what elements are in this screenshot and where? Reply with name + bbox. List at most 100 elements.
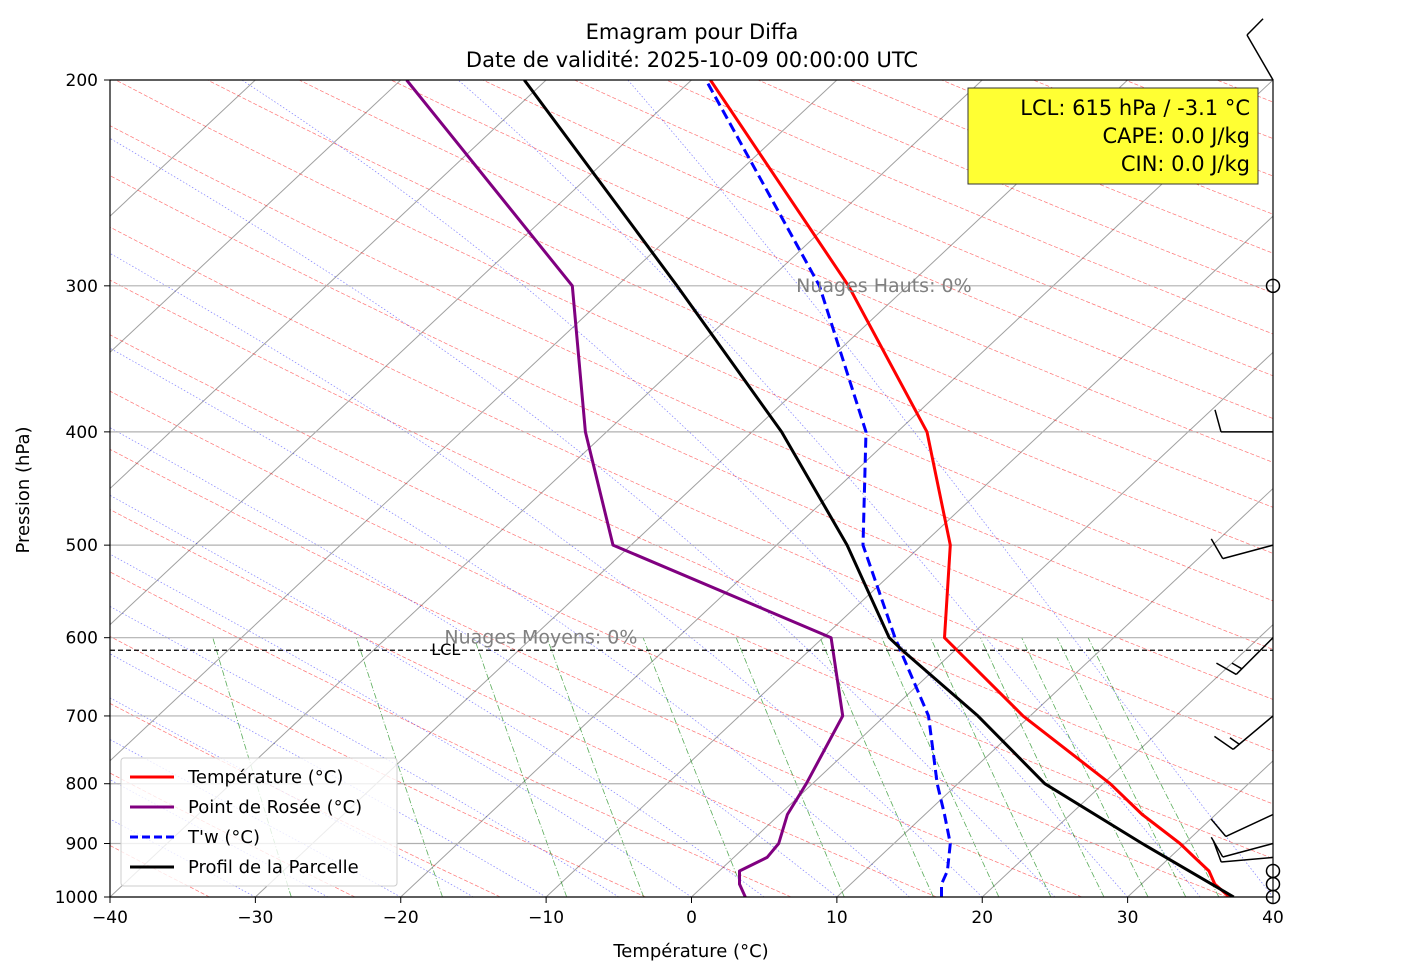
y-axis-label: Pression (hPa): [13, 426, 34, 553]
calm-wind-circle: [1265, 889, 1281, 905]
legend-temperature-label: Température (°C): [187, 767, 343, 788]
profile-series: [405, 80, 1235, 897]
moist-adiabat-line: [241, 80, 1128, 897]
isotherm-line: [691, 351, 1273, 897]
dewpoint-line: [405, 80, 845, 897]
y-tick-label: 1000: [55, 888, 98, 908]
y-tick-label: 600: [66, 629, 98, 649]
wind-barb-full: [1210, 538, 1224, 559]
isotherm-line: [110, 80, 402, 354]
legend-frame: [120, 757, 398, 887]
x-tick-label: 40: [1262, 908, 1284, 928]
mixing-ratio-line: [546, 637, 645, 897]
y-axis-ticks: 200 300 400 500 600 700 800 900 1000: [55, 71, 110, 908]
mixing-ratio-line: [1087, 637, 1220, 897]
wind-barb-staff: [1222, 842, 1274, 858]
dry-adiabat-line: [1033, 80, 1273, 177]
dry-adiabat-line: [1124, 80, 1273, 139]
dry-adiabat-line: [115, 80, 1273, 602]
cloud-mid-annotation: Nuages Moyens: 0%: [444, 627, 637, 649]
x-tick-label: 0: [686, 908, 697, 928]
y-tick-label: 700: [66, 707, 98, 727]
wind-barb-staff: [1246, 34, 1274, 81]
legend-parcel-label: Profil de la Parcelle: [188, 857, 359, 878]
isotherm-line: [110, 80, 547, 490]
y-tick-label: 300: [66, 277, 98, 297]
x-tick-label: 30: [1117, 908, 1139, 928]
isotherm-line: [545, 215, 1273, 897]
mixing-ratio-line: [735, 637, 845, 897]
legend-dewpoint-label: Point de Rosée (°C): [188, 797, 362, 818]
chart-title: Emagram pour Diffa: [586, 20, 799, 44]
y-tick-label: 500: [66, 536, 98, 556]
x-tick-label: −20: [383, 908, 419, 928]
isotherm-line: [255, 80, 1128, 897]
mixing-ratio-line: [930, 637, 1052, 897]
x-axis-ticks: −40 −30 −20 −10 0 10 20 30 40: [92, 897, 1284, 928]
isotherm-line: [981, 623, 1273, 897]
wind-barb-half: [1231, 662, 1243, 670]
wind-barb-full: [1210, 836, 1224, 858]
info-box: LCL: 615 hPa / -3.1 °C CAPE: 0.0 J/kg CI…: [967, 87, 1259, 185]
wind-barb-half: [1229, 737, 1240, 745]
x-tick-label: −30: [237, 908, 273, 928]
wind-barb-staff: [1225, 813, 1274, 838]
legend-wetbulb-label: T'w (°C): [187, 827, 260, 848]
moist-adiabat-line: [110, 137, 1056, 897]
wind-barb-full: [1246, 18, 1264, 36]
info-cin: CIN: 0.0 J/kg: [1121, 152, 1250, 176]
dry-adiabat-line: [574, 80, 1273, 377]
dry-adiabat-line: [110, 390, 1228, 897]
dry-adiabat-line: [757, 80, 1273, 294]
moist-adiabat-line: [457, 80, 1201, 897]
wind-barb-staff: [1235, 637, 1274, 675]
legend: Température (°C) Point de Rosée (°C) T'w (…: [120, 757, 398, 887]
dry-adiabat-line: [1309, 80, 1404, 897]
calm-wind-circle: [1265, 278, 1281, 294]
lcl-marker: LCL: [110, 640, 1273, 659]
dry-adiabat-line: [390, 80, 1273, 463]
dry-adiabat-line: [482, 80, 1273, 419]
wind-barb-staff: [1221, 856, 1274, 863]
y-tick-label: 400: [66, 423, 98, 443]
mixing-ratio-line: [356, 637, 443, 897]
y-tick-label: 200: [66, 71, 98, 91]
isotherm-line: [1272, 896, 1273, 897]
wind-barb-staff: [1222, 544, 1274, 560]
dry-adiabat-line: [110, 334, 1273, 859]
wetbulb-line: [704, 80, 952, 897]
dry-adiabat-line: [1400, 80, 1404, 897]
wind-barb-staff: [1232, 715, 1274, 750]
x-tick-label: 10: [826, 908, 848, 928]
info-box-background: [967, 87, 1259, 185]
wind-barbs: [1210, 18, 1281, 905]
x-tick-label: −10: [528, 908, 564, 928]
info-cape: CAPE: 0.0 J/kg: [1102, 124, 1250, 148]
lcl-label: LCL: [431, 640, 460, 659]
wind-barb-full: [1210, 818, 1227, 837]
info-lcl: LCL: 615 hPa / -3.1 °C: [1020, 96, 1250, 120]
wind-barb-full: [1214, 735, 1234, 750]
temperature-line: [709, 80, 1231, 897]
isotherm-line: [400, 80, 1273, 897]
mixing-ratio-line: [881, 637, 1000, 897]
y-tick-label: 800: [66, 775, 98, 795]
isotherm-line: [1127, 760, 1273, 897]
x-axis-label: Température (°C): [612, 941, 768, 962]
dry-adiabat-line: [1216, 80, 1273, 103]
wind-barb-full: [1212, 840, 1222, 863]
parcel-line: [523, 80, 1235, 897]
dry-adiabat-line: [110, 448, 1082, 897]
x-tick-label: −40: [92, 908, 128, 928]
isotherm-line: [110, 80, 692, 626]
isotherm-line: [836, 487, 1273, 897]
x-tick-label: 20: [971, 908, 993, 928]
isotherm-line: [110, 80, 838, 762]
moist-adiabat-line: [627, 80, 1273, 897]
dry-adiabat-line: [941, 80, 1273, 215]
chart-subtitle: Date de validité: 2025-10-09 00:00:00 UT…: [466, 48, 918, 72]
mixing-ratio-line: [642, 637, 746, 897]
cloud-high-annotation: Nuages Hauts: 0%: [796, 275, 972, 297]
